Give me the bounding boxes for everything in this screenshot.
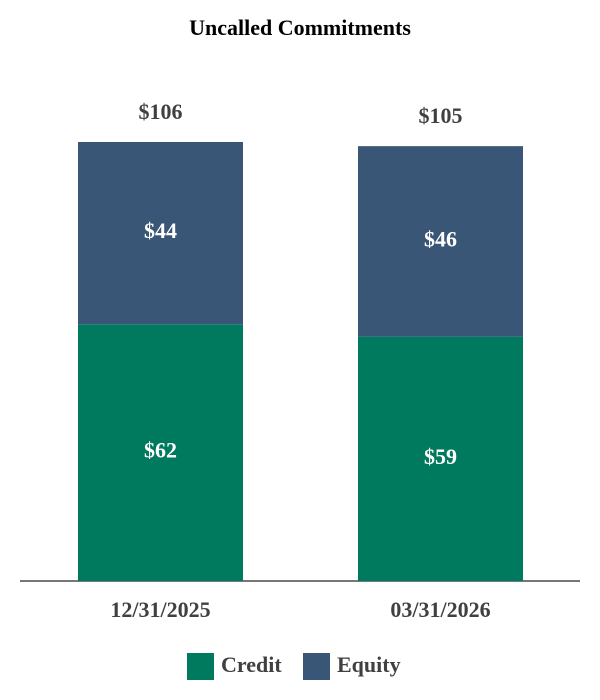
x-tick-label: 03/31/2026 (390, 597, 490, 622)
chart-title: Uncalled Commitments (189, 15, 411, 40)
x-tick-label: 12/31/2025 (110, 597, 210, 622)
legend-label: Equity (337, 652, 401, 677)
total-label: $105 (419, 103, 463, 128)
bar-segment (78, 142, 243, 325)
legend-swatch (187, 653, 214, 680)
data-label: $46 (424, 226, 457, 251)
data-label: $44 (144, 218, 177, 243)
bar-segment (358, 336, 523, 581)
legend-label: Credit (221, 652, 282, 677)
data-label: $59 (424, 444, 457, 469)
data-label: $62 (144, 438, 177, 463)
total-label: $106 (139, 99, 183, 124)
legend-swatch (303, 653, 330, 680)
bar-segment (78, 324, 243, 581)
bar-segment (358, 146, 523, 337)
